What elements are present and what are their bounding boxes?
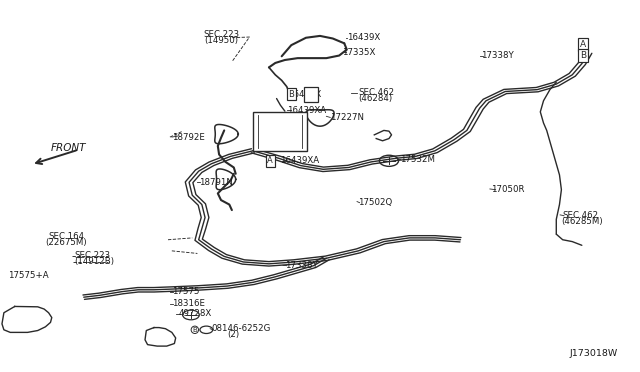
Text: 18791N: 18791N bbox=[198, 178, 232, 187]
Text: 17227N: 17227N bbox=[330, 113, 364, 122]
Text: SEC.462: SEC.462 bbox=[563, 211, 599, 220]
Text: 17502Q: 17502Q bbox=[358, 198, 392, 207]
Text: SEC.223: SEC.223 bbox=[74, 251, 110, 260]
Text: 17335X: 17335X bbox=[342, 48, 376, 57]
Text: 17050R: 17050R bbox=[491, 185, 525, 194]
Text: J173018W: J173018W bbox=[569, 349, 618, 358]
Text: 49728X: 49728X bbox=[178, 310, 211, 318]
Text: (46285M): (46285M) bbox=[561, 218, 603, 227]
Text: 18316E: 18316E bbox=[172, 299, 205, 308]
Text: SEC.164: SEC.164 bbox=[49, 231, 84, 241]
Text: 17338Y: 17338Y bbox=[285, 261, 317, 270]
Text: (2): (2) bbox=[227, 330, 239, 340]
Text: FRONT: FRONT bbox=[51, 143, 86, 153]
Text: (22675M): (22675M) bbox=[45, 238, 87, 247]
Text: A: A bbox=[268, 156, 273, 165]
Text: (46284): (46284) bbox=[358, 94, 392, 103]
Text: 16439XA: 16439XA bbox=[287, 106, 326, 115]
Text: SEC.223: SEC.223 bbox=[204, 29, 240, 39]
Text: 16439X: 16439X bbox=[347, 33, 380, 42]
Text: SEC.462: SEC.462 bbox=[358, 88, 394, 97]
Text: 18792E: 18792E bbox=[172, 133, 205, 142]
Text: 17575+A: 17575+A bbox=[8, 271, 49, 280]
FancyBboxPatch shape bbox=[253, 112, 307, 151]
Text: 17338Y: 17338Y bbox=[481, 51, 514, 60]
FancyBboxPatch shape bbox=[304, 87, 318, 102]
Text: B: B bbox=[289, 90, 294, 99]
Text: A: A bbox=[580, 40, 586, 49]
Text: (14950): (14950) bbox=[204, 36, 238, 45]
Text: 08146-6252G: 08146-6252G bbox=[211, 324, 271, 333]
Text: 16439XA: 16439XA bbox=[280, 155, 319, 164]
Text: 17532M: 17532M bbox=[400, 155, 435, 164]
Text: (14912B): (14912B) bbox=[74, 257, 114, 266]
Text: B: B bbox=[193, 327, 197, 333]
Text: B: B bbox=[580, 51, 586, 60]
Text: 17575: 17575 bbox=[172, 287, 199, 296]
Text: 16439X: 16439X bbox=[288, 90, 321, 99]
